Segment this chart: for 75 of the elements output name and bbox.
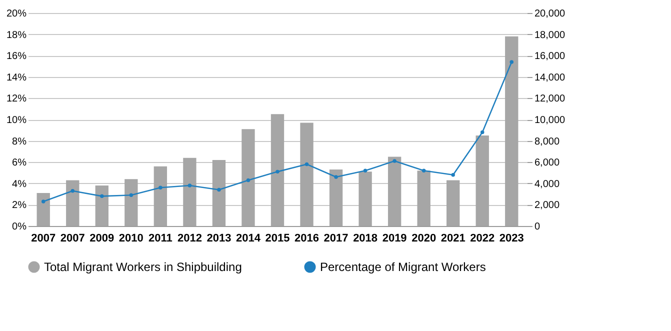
x-tick-label: 2017 xyxy=(324,232,348,244)
y-tick-label: 20% xyxy=(6,8,27,20)
x-tick-label: 2022 xyxy=(470,232,495,244)
x-tick-label: 2015 xyxy=(265,232,290,244)
y-tick-label: 0% xyxy=(12,222,27,232)
point xyxy=(304,162,309,166)
x-tick-label: 2012 xyxy=(177,232,202,244)
bar xyxy=(417,170,430,226)
bar xyxy=(212,160,226,226)
bar xyxy=(446,180,460,226)
bar xyxy=(329,170,343,226)
y2-tick-label: 16,000 xyxy=(534,51,566,62)
x-tick-label: 2018 xyxy=(353,232,378,244)
y2-tick-label: 4,000 xyxy=(534,178,560,190)
y2-tick-label: 8,000 xyxy=(534,136,560,148)
x-tick-label: 2019 xyxy=(382,232,407,244)
legend-label: Total Migrant Workers in Shipbuilding xyxy=(44,260,242,274)
bar xyxy=(242,129,255,226)
y2-tick-label: 12,000 xyxy=(534,94,566,105)
y2-tick-label: 0 xyxy=(534,222,540,232)
y-tick-label: 4% xyxy=(12,178,27,190)
point xyxy=(158,186,162,190)
x-tick-label: 2007 xyxy=(60,232,85,244)
bar xyxy=(388,156,402,226)
bar xyxy=(183,158,196,226)
x-tick-label: 2010 xyxy=(118,232,144,244)
y2-tick-label: 20,000 xyxy=(534,8,566,20)
y2-tick-label: 18,000 xyxy=(534,30,566,41)
y2-tick-label: 2,000 xyxy=(534,200,560,212)
bar xyxy=(36,192,50,226)
bar xyxy=(154,166,168,226)
bar xyxy=(476,135,489,226)
point xyxy=(217,188,221,192)
legend-label: Percentage of Migrant Workers xyxy=(320,260,486,274)
x-tick-label: 2009 xyxy=(90,232,114,244)
point xyxy=(188,184,192,188)
y-tick-label: 12% xyxy=(6,94,27,105)
bar xyxy=(124,179,138,226)
x-tick-label: 2021 xyxy=(440,232,466,244)
y-tick-label: 16% xyxy=(6,51,27,62)
y-tick-label: 2% xyxy=(12,200,27,212)
y-tick-label: 14% xyxy=(6,72,27,84)
point xyxy=(100,194,104,198)
x-tick-label: 2011 xyxy=(148,232,172,244)
point xyxy=(480,130,484,134)
y-tick-label: 6% xyxy=(12,158,27,169)
bar xyxy=(358,172,372,226)
x-tick-label: 2016 xyxy=(294,232,320,244)
point xyxy=(246,178,250,182)
x-tick-label: 2023 xyxy=(499,232,524,244)
point xyxy=(392,159,396,163)
point xyxy=(276,170,280,174)
x-tick-label: 2020 xyxy=(412,232,436,244)
point xyxy=(422,168,426,172)
y-tick-label: 8% xyxy=(12,136,27,148)
bar xyxy=(66,180,80,226)
bar xyxy=(505,36,518,226)
y-tick-label: 10% xyxy=(6,115,27,126)
point xyxy=(363,168,368,172)
y2-tick-label: 10,000 xyxy=(534,115,566,126)
y2-tick-label: 6,000 xyxy=(534,158,560,169)
point xyxy=(451,173,455,177)
bar xyxy=(270,114,284,226)
x-tick-label: 2007 xyxy=(31,232,56,244)
x-tick-label: 2013 xyxy=(206,232,232,244)
y-tick-label: 18% xyxy=(6,30,27,41)
bar xyxy=(95,186,108,226)
point xyxy=(70,188,75,193)
point xyxy=(41,200,46,204)
point xyxy=(334,175,338,179)
point xyxy=(129,193,134,197)
point xyxy=(510,60,514,64)
x-tick-label: 2014 xyxy=(236,232,262,244)
bar xyxy=(300,122,314,226)
y2-tick-label: 14,000 xyxy=(534,72,566,84)
